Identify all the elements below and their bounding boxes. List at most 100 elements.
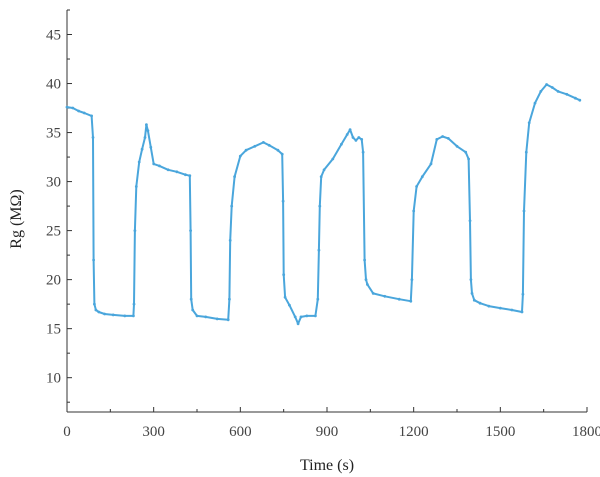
data-point <box>556 90 560 93</box>
series-layer <box>65 83 582 326</box>
data-point <box>464 150 468 154</box>
data-point <box>132 314 135 318</box>
data-point <box>565 92 569 96</box>
data-point <box>305 314 309 318</box>
data-point <box>134 185 138 188</box>
data-point <box>228 297 231 301</box>
data-point <box>578 98 582 102</box>
x-axis-ticks: 0 300 600 900 1200 1500 1800 <box>63 407 600 440</box>
data-point <box>533 101 537 105</box>
data-point <box>366 283 369 286</box>
y-tick-label: 25 <box>46 224 61 240</box>
data-point <box>478 301 482 305</box>
data-point <box>319 175 323 179</box>
data-point <box>204 315 208 319</box>
series-line <box>66 83 581 325</box>
data-point <box>94 308 98 312</box>
data-point <box>137 160 141 164</box>
data-point <box>299 315 303 319</box>
data-point <box>371 292 375 295</box>
data-point <box>175 170 179 174</box>
data-point <box>351 136 355 139</box>
data-point <box>226 318 230 322</box>
y-tick-label: 30 <box>46 175 61 191</box>
x-tick-label: 1500 <box>485 424 515 440</box>
data-point <box>71 106 75 110</box>
y-tick-label: 10 <box>46 371 61 387</box>
data-point <box>446 137 450 140</box>
data-point <box>92 258 95 262</box>
data-point <box>238 154 242 158</box>
data-point <box>524 150 528 154</box>
data-point <box>93 302 96 306</box>
data-point <box>189 229 193 233</box>
plot-frame <box>66 10 587 413</box>
data-point <box>111 313 115 317</box>
data-point <box>188 174 192 178</box>
data-point <box>143 136 147 139</box>
x-tick-label: 900 <box>316 424 339 440</box>
data-point <box>409 299 413 303</box>
data-point <box>123 314 127 318</box>
data-point <box>435 138 439 141</box>
data-point <box>314 314 317 318</box>
data-point <box>322 168 326 172</box>
data-point <box>397 297 401 301</box>
y-tick-label: 15 <box>46 322 61 338</box>
data-point <box>184 173 187 177</box>
data-point <box>82 111 86 115</box>
data-point <box>522 209 526 213</box>
data-point <box>361 150 365 154</box>
data-point <box>132 302 136 306</box>
data-point <box>288 303 291 307</box>
x-tick-label: 0 <box>63 424 71 440</box>
data-point <box>363 258 366 262</box>
data-point <box>230 204 234 208</box>
data-point <box>244 148 248 152</box>
data-point <box>233 175 237 179</box>
data-point <box>146 129 150 133</box>
y-tick-label: 40 <box>46 77 61 93</box>
data-point <box>467 157 470 161</box>
data-point <box>545 83 548 86</box>
data-point <box>293 315 297 319</box>
data-point <box>189 297 193 301</box>
data-point <box>487 304 491 308</box>
data-point <box>77 109 80 113</box>
data-point <box>331 157 335 161</box>
x-axis-title: Time (s) <box>300 457 354 474</box>
y-tick-label: 35 <box>46 126 61 142</box>
data-point <box>276 148 280 152</box>
data-point <box>410 278 414 281</box>
data-point <box>140 147 144 151</box>
data-point <box>520 310 524 314</box>
data-point <box>65 105 69 109</box>
data-point <box>539 90 543 93</box>
data-point <box>472 298 476 302</box>
data-point <box>420 175 424 179</box>
y-tick-label: 45 <box>46 28 61 44</box>
y-axis-title: Rg (MΩ) <box>8 189 25 248</box>
data-point <box>527 121 531 125</box>
data-point <box>149 145 153 149</box>
data-point <box>283 295 287 299</box>
data-point <box>340 142 343 146</box>
data-point <box>280 152 284 156</box>
data-point <box>195 314 199 318</box>
x-tick-label: 1800 <box>572 424 600 440</box>
data-point <box>354 139 358 142</box>
data-point <box>441 135 444 138</box>
data-point <box>383 294 387 298</box>
data-point <box>282 273 286 277</box>
x-tick-label: 600 <box>229 424 252 440</box>
data-point <box>262 141 265 144</box>
data-point <box>296 322 300 326</box>
data-point <box>133 229 137 233</box>
data-point <box>468 219 472 223</box>
data-point <box>91 136 95 139</box>
series-points <box>65 83 582 326</box>
data-point <box>360 138 364 141</box>
data-point <box>103 312 106 316</box>
data-point <box>228 239 232 242</box>
